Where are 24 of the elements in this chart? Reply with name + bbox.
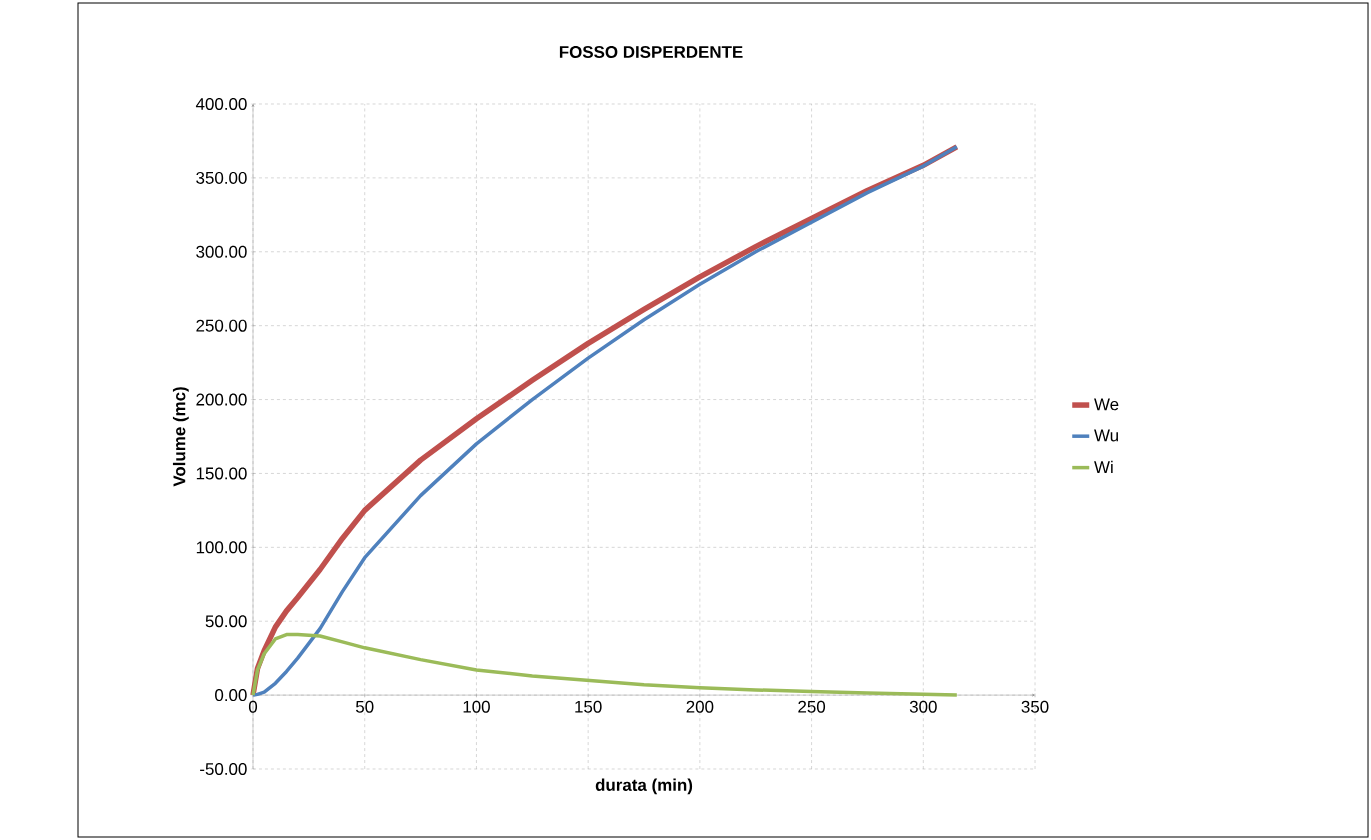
y-tick-label: 200.00	[196, 393, 247, 406]
chart-title: FOSSO DISPERDENTE	[559, 45, 743, 58]
y-tick-label: 250.00	[196, 319, 247, 332]
x-tick-label: 350	[1021, 700, 1049, 713]
y-axis-title: Volume (mc)	[172, 387, 189, 487]
y-tick-label: 0.00	[215, 689, 247, 702]
x-tick-label: 300	[909, 700, 937, 713]
y-tick-label: 150.00	[196, 467, 247, 480]
x-tick-label: 50	[355, 700, 374, 713]
x-axis-title: durata (min)	[595, 778, 693, 795]
x-tick-label: 150	[575, 700, 602, 713]
y-tick-label: -50.00	[200, 763, 247, 775]
x-tick-label: 0	[248, 700, 258, 713]
y-tick-label: 400.00	[195, 97, 247, 110]
legend-label: Wu	[1094, 429, 1118, 442]
legend-label: Wi	[1094, 460, 1113, 474]
x-tick-label: 250	[798, 700, 826, 713]
x-tick-label: 100	[463, 700, 490, 713]
legend-label: We	[1094, 398, 1119, 411]
y-tick-label: 350.00	[196, 171, 247, 184]
y-tick-label: 50.00	[205, 615, 247, 628]
x-tick-label: 200	[686, 700, 714, 713]
y-tick-label: 100.00	[196, 541, 247, 554]
y-tick-label: 300.00	[196, 245, 247, 258]
